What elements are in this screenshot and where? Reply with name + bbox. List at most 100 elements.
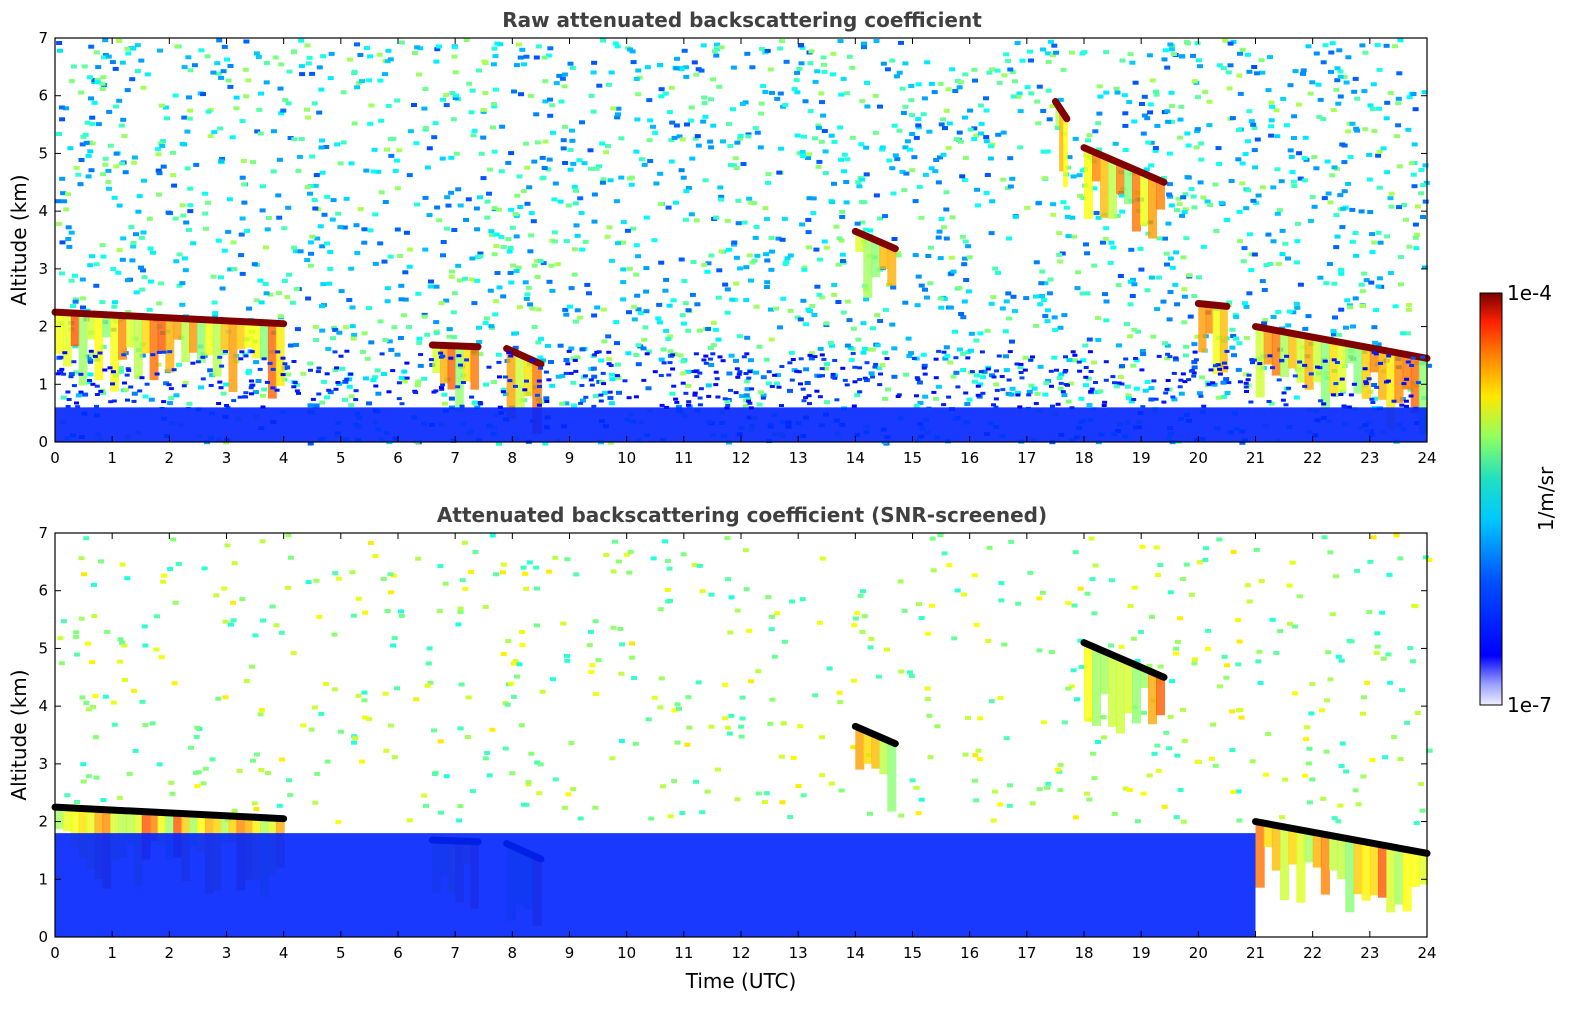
heatmap-cell — [630, 226, 637, 231]
heatmap-cell — [1207, 203, 1214, 207]
heatmap-cell — [1252, 165, 1259, 170]
heatmap-cell — [249, 392, 254, 396]
heatmap-cell — [1393, 533, 1400, 538]
heatmap-cell — [836, 236, 843, 241]
heatmap-cell — [752, 235, 759, 240]
heatmap-cell — [820, 374, 825, 378]
heatmap-cell — [716, 268, 723, 273]
heatmap-cell — [1083, 383, 1089, 388]
heatmap-cell — [1342, 405, 1348, 409]
heatmap-cell — [857, 378, 863, 381]
heatmap-cell — [698, 68, 705, 73]
heatmap-cell — [728, 388, 733, 392]
heatmap-cell — [606, 225, 613, 230]
heatmap-cell — [215, 71, 222, 76]
heatmap-cell — [438, 810, 445, 815]
heatmap-cell — [1359, 304, 1366, 308]
heatmap-cell — [874, 343, 881, 348]
heatmap-cell — [387, 254, 394, 259]
heatmap-cell — [1069, 50, 1075, 55]
heatmap-cell — [560, 138, 567, 143]
x-tick-label: 12 — [731, 449, 750, 467]
heatmap-cell — [466, 81, 473, 86]
heatmap-cell — [100, 391, 107, 395]
heatmap-cell — [329, 217, 336, 222]
heatmap-cell — [839, 209, 846, 214]
heatmap-cell — [160, 579, 167, 584]
heatmap-cell — [1141, 710, 1147, 715]
heatmap-cell — [1091, 407, 1097, 411]
heatmap-cell — [193, 770, 199, 775]
heatmap-cell — [668, 159, 675, 164]
heatmap-cell — [642, 325, 649, 330]
precip-streak-mark — [173, 318, 183, 340]
heatmap-cell — [413, 141, 420, 146]
heatmap-cell — [1286, 386, 1292, 390]
heatmap-cell — [657, 320, 663, 325]
heatmap-cell — [1215, 395, 1222, 400]
heatmap-cell — [521, 802, 527, 807]
heatmap-cell — [748, 679, 755, 684]
heatmap-cell — [1057, 762, 1064, 767]
heatmap-cell — [920, 352, 927, 357]
heatmap-cell — [442, 581, 449, 586]
heatmap-cell — [1292, 69, 1299, 74]
heatmap-cell — [689, 292, 696, 297]
heatmap-cell — [167, 401, 174, 406]
heatmap-cell — [58, 661, 65, 666]
heatmap-cell — [737, 136, 743, 141]
heatmap-cell — [793, 78, 800, 83]
heatmap-cell — [172, 600, 179, 605]
heatmap-cell — [1166, 151, 1173, 156]
heatmap-cell — [1123, 322, 1130, 326]
heatmap-cell — [231, 808, 238, 813]
heatmap-cell — [348, 266, 355, 271]
heatmap-cell — [138, 235, 145, 240]
heatmap-cell — [394, 227, 401, 232]
heatmap-cell — [683, 391, 689, 395]
heatmap-cell — [332, 350, 338, 354]
heatmap-cell — [116, 795, 123, 800]
heatmap-cell — [854, 393, 861, 398]
heatmap-cell — [1100, 715, 1107, 719]
precip-streak-mark — [1329, 835, 1339, 871]
heatmap-cell — [128, 225, 135, 230]
heatmap-cell — [80, 779, 87, 784]
heatmap-cell — [882, 307, 889, 312]
heatmap-cell — [1279, 252, 1286, 257]
heatmap-cell — [588, 629, 594, 634]
heatmap-cell — [1337, 803, 1344, 808]
heatmap-cell — [102, 694, 109, 699]
heatmap-cell — [1239, 47, 1246, 52]
heatmap-cell — [788, 350, 795, 355]
heatmap-cell — [165, 210, 172, 215]
heatmap-cell — [1406, 244, 1413, 249]
heatmap-cell — [977, 382, 984, 387]
heatmap-cell — [1143, 167, 1150, 172]
heatmap-cell — [78, 90, 85, 95]
heatmap-cell — [509, 225, 516, 230]
heatmap-cell — [318, 145, 325, 150]
heatmap-cell — [703, 354, 709, 358]
heatmap-cell — [609, 372, 616, 377]
heatmap-cell — [869, 326, 876, 331]
heatmap-cell — [156, 762, 163, 767]
heatmap-cell — [436, 609, 443, 614]
heatmap-cell — [1246, 232, 1253, 237]
heatmap-cell — [246, 306, 252, 311]
heatmap-cell — [1007, 67, 1014, 72]
heatmap-cell — [1345, 55, 1352, 60]
heatmap-cell — [402, 297, 409, 302]
heatmap-cell — [850, 745, 857, 750]
heatmap-cell — [812, 355, 818, 359]
heatmap-cell — [1322, 359, 1328, 363]
heatmap-cell — [1160, 175, 1167, 180]
heatmap-cell — [74, 401, 79, 405]
heatmap-cell — [606, 350, 612, 354]
heatmap-cell — [1383, 116, 1390, 121]
heatmap-cell — [292, 381, 298, 385]
heatmap-cell — [993, 382, 1000, 387]
heatmap-cell — [304, 185, 311, 190]
heatmap-cell — [1200, 195, 1207, 200]
heatmap-cell — [150, 250, 157, 255]
